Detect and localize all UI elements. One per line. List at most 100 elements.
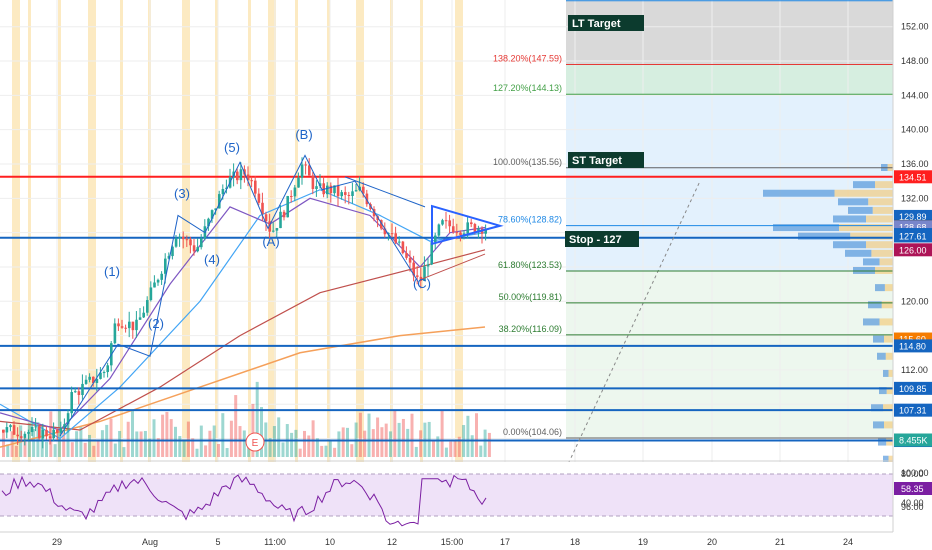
st-target-label: ST Target <box>572 155 622 167</box>
candle-body <box>52 429 55 439</box>
volume-bar <box>333 447 337 457</box>
candle-body <box>390 233 394 235</box>
fib-label: 50.00%(119.81) <box>499 292 562 302</box>
stop-box[interactable]: Stop - 127 <box>565 231 639 247</box>
candle-body <box>250 180 253 182</box>
volume-bar <box>79 427 83 457</box>
candle-body <box>272 230 275 232</box>
rsi-line <box>1 474 487 527</box>
candle-body <box>221 188 225 195</box>
volume-profile-bar <box>763 189 835 197</box>
candle-body <box>117 323 120 327</box>
volume-profile-bar <box>833 215 866 223</box>
volume-bar <box>208 430 212 457</box>
volume-bar <box>6 444 10 457</box>
time-tick: 20 <box>707 537 717 547</box>
candle-body <box>430 242 433 265</box>
candle-body <box>264 214 268 222</box>
candle-body <box>84 379 88 384</box>
candle-body <box>70 392 73 414</box>
volume-profile-bar <box>881 301 893 309</box>
st-target-box[interactable]: ST Target <box>568 152 644 168</box>
candle-body <box>365 193 369 205</box>
trend-drawings[interactable] <box>59 154 701 469</box>
earnings-marker-label: E <box>252 438 259 449</box>
candle-body <box>347 194 351 196</box>
volume-profile-bar <box>871 404 884 412</box>
volume-bar <box>131 410 134 457</box>
horizontal-levels[interactable] <box>0 175 893 442</box>
candle-body <box>12 425 16 435</box>
candle-body <box>344 192 347 195</box>
volume-bar <box>100 430 104 457</box>
candle-body <box>466 222 469 234</box>
volume-bar <box>410 413 414 457</box>
volume-bar <box>311 420 315 457</box>
time-tick: 15:00 <box>441 537 464 547</box>
candle-body <box>279 211 282 229</box>
candle-body <box>239 169 243 181</box>
wave-label: (2) <box>148 316 164 331</box>
candle-body <box>448 220 451 227</box>
session-highlight <box>295 0 298 532</box>
price-tick: 144.00 <box>901 90 929 100</box>
fib-label: 38.20%(116.09) <box>499 324 562 334</box>
candle-body <box>308 165 311 176</box>
volume-bar <box>70 442 74 457</box>
volume-bar <box>350 444 354 457</box>
volume-bar <box>143 430 147 457</box>
candle-body <box>149 287 153 301</box>
rsi-tick-40: 40.00 <box>901 498 924 508</box>
volume-profile-bar <box>875 266 893 274</box>
candle-body <box>246 174 250 181</box>
volume-bar <box>393 410 397 457</box>
volume-profile-bar <box>884 421 893 429</box>
candle-body <box>484 228 487 234</box>
candle-body <box>192 245 196 252</box>
volume-bar <box>83 442 87 457</box>
rsi-path <box>1 474 487 527</box>
volume-bar <box>255 381 259 457</box>
volume-bar <box>251 403 255 457</box>
time-tick: 24 <box>843 537 853 547</box>
candle-body <box>178 236 181 239</box>
volume-bar <box>23 437 27 457</box>
volume-profile-bar <box>833 241 866 249</box>
candle-body <box>92 376 95 383</box>
volume-bar <box>45 441 48 457</box>
wave-label: (B) <box>295 127 312 142</box>
volume-bar <box>109 418 113 457</box>
volume-bar <box>307 435 311 457</box>
volume-bar <box>389 431 392 457</box>
lt-target-box[interactable]: LT Target <box>568 15 644 31</box>
time-axis-ticks: 29 Aug 5 11:00 10 12 15:00 17 18 19 20 21 24 <box>52 537 853 547</box>
candle-body <box>408 257 412 263</box>
volume-profile-bar <box>883 369 889 377</box>
candle-body <box>473 224 477 233</box>
candle-body <box>131 321 135 331</box>
price-axis[interactable] <box>893 0 932 532</box>
volume-profile-bar <box>868 301 882 309</box>
fib-label: 127.20%(144.13) <box>493 83 562 93</box>
session-highlight <box>120 0 123 532</box>
volume-bar <box>367 413 371 457</box>
time-axis[interactable] <box>0 532 932 550</box>
wave-label: (C) <box>413 276 431 291</box>
earnings-marker[interactable]: E <box>245 432 265 452</box>
fib-band-grey <box>566 0 893 65</box>
candle-body <box>95 378 99 383</box>
candle-body <box>156 279 160 283</box>
volume-bar <box>234 395 238 457</box>
price-badge-text: 129.89 <box>899 212 927 222</box>
volume-bar <box>440 410 444 457</box>
fib-label: 61.80%(123.53) <box>498 260 562 270</box>
candle-body <box>153 282 156 288</box>
volume-bar <box>380 427 384 457</box>
candle-body <box>128 321 131 329</box>
volume-bar <box>346 427 349 457</box>
volume-bar <box>483 429 487 457</box>
candle-body <box>416 275 419 277</box>
volume-bar <box>2 429 5 457</box>
volume-profile-bar <box>873 335 884 343</box>
